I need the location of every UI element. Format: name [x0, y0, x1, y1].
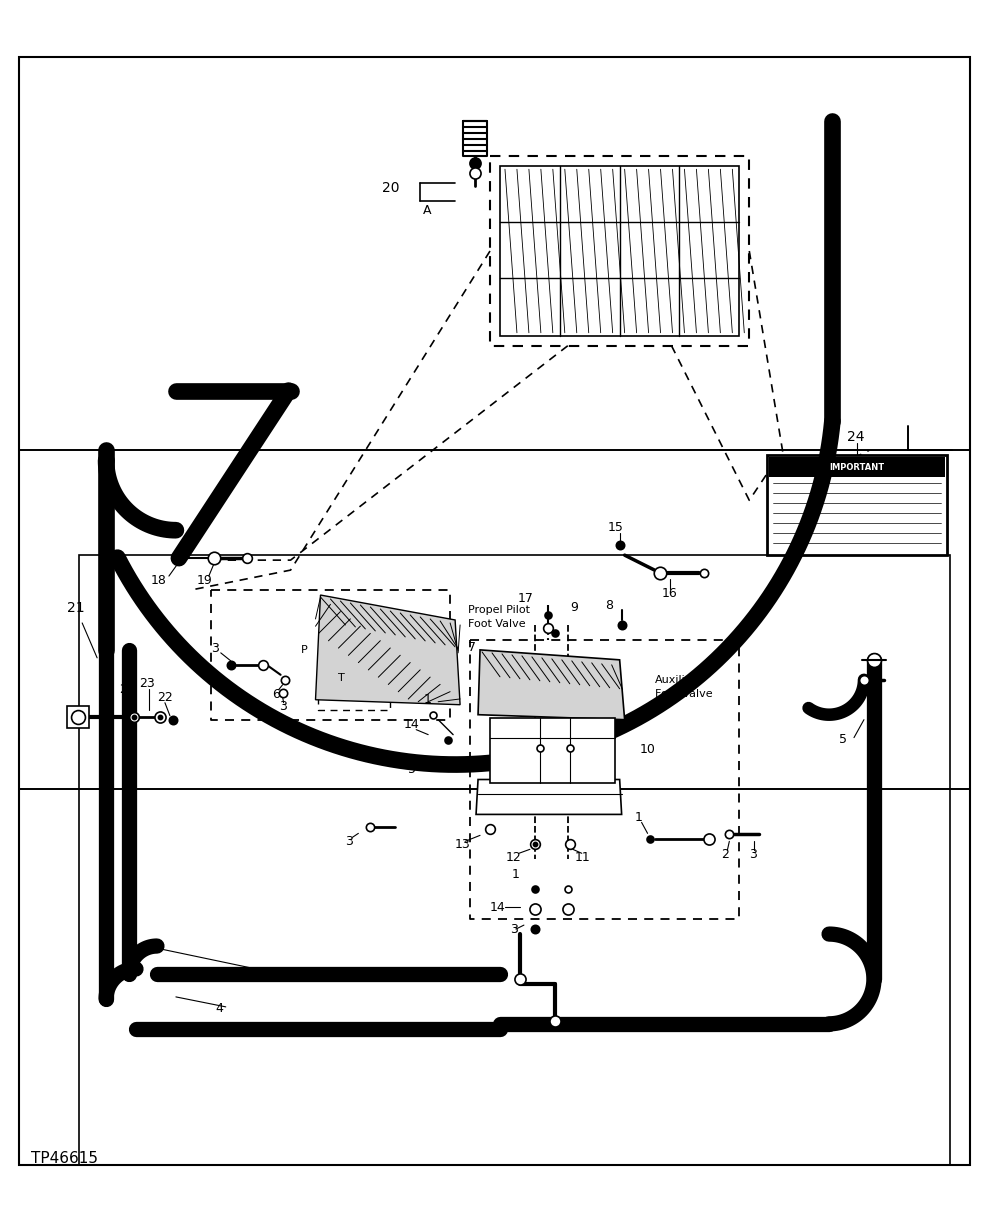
Bar [67, 705, 89, 727]
Text: 3: 3 [211, 642, 219, 656]
Text: 3: 3 [510, 922, 518, 936]
Text: 2: 2 [721, 848, 729, 861]
Polygon shape [315, 595, 460, 704]
Text: 18: 18 [151, 573, 167, 587]
Text: 24: 24 [847, 430, 864, 445]
Text: 5: 5 [408, 764, 416, 776]
Text: 3: 3 [345, 835, 353, 848]
Text: 22: 22 [157, 691, 173, 704]
Text: 15: 15 [607, 521, 623, 533]
Bar [490, 718, 614, 783]
Text: 17: 17 [518, 591, 534, 605]
Bar [500, 166, 740, 336]
Text: P: P [301, 645, 308, 654]
Text: 13: 13 [455, 837, 471, 851]
Text: 1: 1 [423, 693, 431, 707]
Text: 20: 20 [383, 181, 400, 195]
Text: T: T [338, 673, 345, 682]
Bar [20, 451, 969, 789]
Text: 11: 11 [575, 851, 590, 864]
Text: IMPORTANT: IMPORTANT [830, 463, 884, 471]
Text: 9: 9 [570, 601, 578, 614]
Text: 4: 4 [256, 967, 263, 981]
Text: 6: 6 [273, 688, 281, 702]
Bar [767, 456, 946, 555]
Polygon shape [476, 779, 622, 814]
Text: 0: 0 [923, 459, 931, 471]
Text: 3: 3 [750, 848, 758, 861]
Text: 1: 1 [635, 811, 643, 824]
Text: 3: 3 [279, 701, 287, 713]
Text: 14: 14 [490, 901, 505, 914]
Bar [769, 457, 944, 478]
Text: 5: 5 [839, 733, 847, 747]
Text: A: A [423, 204, 432, 217]
Text: 7: 7 [468, 641, 476, 654]
Text: Foot Valve: Foot Valve [468, 619, 526, 629]
Text: 21: 21 [67, 601, 85, 614]
Text: 14: 14 [404, 719, 419, 731]
Text: 19: 19 [197, 573, 213, 587]
Text: Propel Pilot: Propel Pilot [468, 605, 530, 614]
Text: 8: 8 [604, 599, 613, 612]
Text: 12: 12 [506, 851, 522, 864]
Text: 16: 16 [662, 587, 677, 600]
Text: Auxiliary: Auxiliary [655, 675, 703, 685]
Text: Foot Valve: Foot Valve [655, 688, 712, 699]
Polygon shape [478, 650, 625, 720]
Text: 23: 23 [139, 678, 154, 691]
Bar [79, 555, 949, 1166]
Text: 4: 4 [216, 1002, 224, 1016]
Text: 10: 10 [640, 743, 656, 756]
Text: 22: 22 [119, 684, 135, 696]
Text: 1: 1 [512, 868, 520, 881]
Text: TP46615: TP46615 [32, 1151, 98, 1166]
